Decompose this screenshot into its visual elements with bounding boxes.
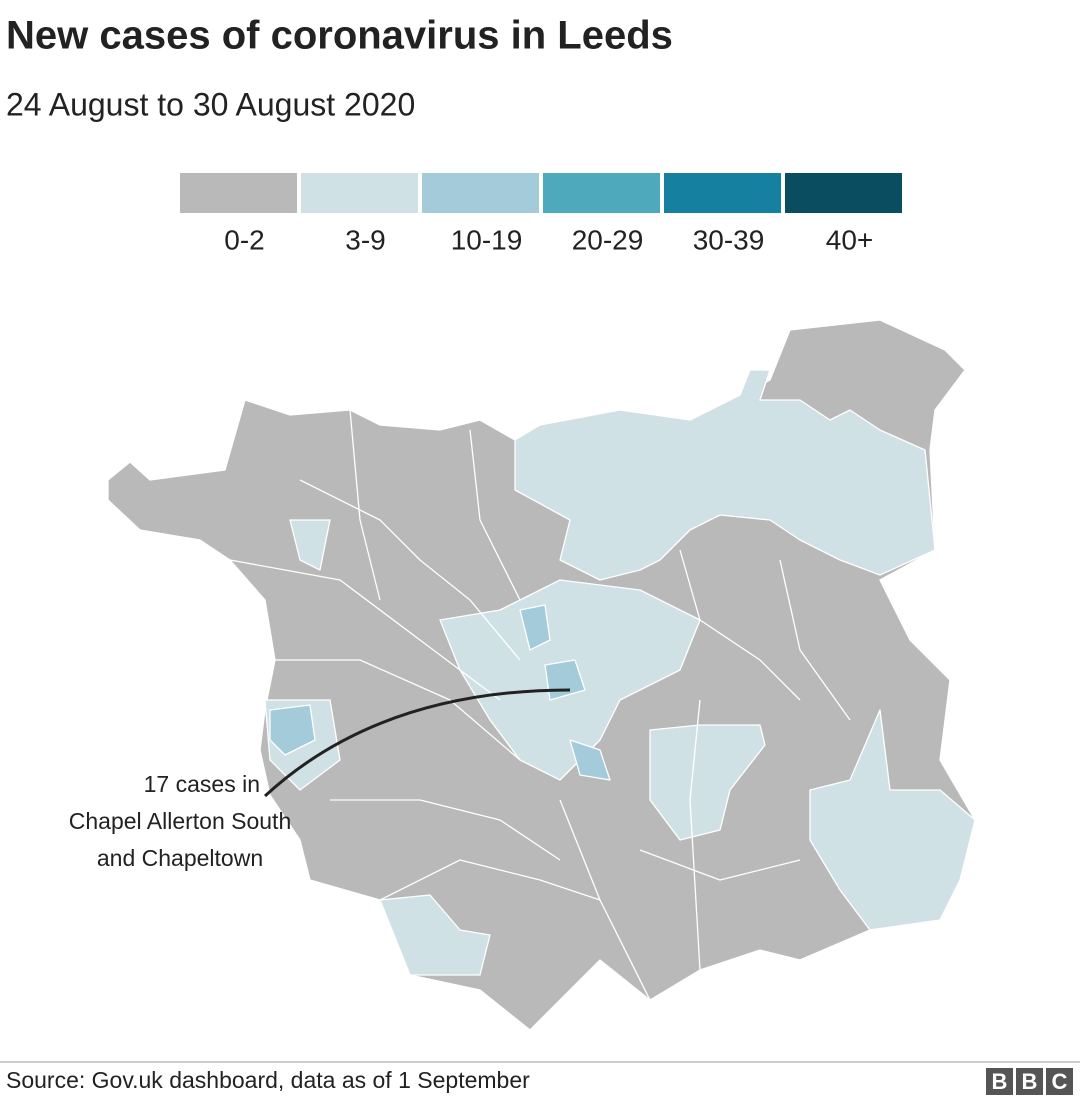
logo-box [986, 1068, 1013, 1095]
annotation: 17 cases in Chapel Allerton South and Chap… [69, 771, 292, 871]
region-mid [569, 739, 611, 781]
legend-swatch [543, 173, 660, 213]
legend-swatch [664, 173, 781, 213]
legend-swatch [180, 173, 297, 213]
logo-box [1046, 1068, 1073, 1095]
legend-swatch [422, 173, 539, 213]
map [107, 319, 976, 1031]
region-mid [269, 704, 316, 756]
ward-boundary [229, 409, 851, 1001]
region-west [289, 519, 331, 571]
region-southwest [379, 894, 491, 976]
legend-swatch [785, 173, 902, 213]
legend-label: 30-39 [693, 224, 765, 255]
source: Source: Gov.uk dashboard, data as of 1 S… [6, 1067, 530, 1093]
legend-label: 40+ [826, 224, 874, 255]
annotation-text: 17 cases in [144, 771, 260, 797]
legend: 0-2 3-9 10-19 20-29 30-39 40+ [180, 173, 902, 255]
legend-label: 20-29 [572, 224, 644, 255]
subtitle: 24 August to 30 August 2020 [6, 86, 415, 122]
legend-label: 3-9 [345, 224, 385, 255]
title: New cases of coronavirus in Leeds [6, 14, 673, 58]
region-east [649, 724, 766, 841]
legend-swatch [301, 173, 418, 213]
logo-letter: B [1022, 1069, 1038, 1094]
annotation-line [263, 688, 571, 798]
region-mid [519, 604, 551, 651]
annotation-text: Chapel Allerton South [69, 808, 292, 834]
legend-label: 0-2 [224, 224, 264, 255]
logo-letter: C [1052, 1069, 1068, 1094]
annotation-text: and Chapeltown [97, 845, 263, 871]
logo-box [1016, 1068, 1043, 1095]
legend-label: 10-19 [451, 224, 523, 255]
region-north [514, 369, 936, 581]
logo-letter: B [992, 1069, 1008, 1094]
region-southeast [809, 709, 976, 931]
